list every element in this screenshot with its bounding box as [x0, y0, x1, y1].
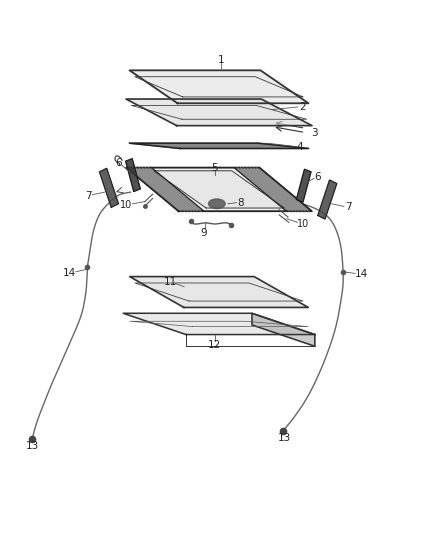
Polygon shape [318, 180, 337, 219]
Text: 12: 12 [208, 340, 221, 350]
Polygon shape [126, 167, 204, 211]
Text: 5: 5 [211, 163, 218, 173]
Text: 13: 13 [25, 441, 39, 451]
Text: 7: 7 [85, 191, 92, 201]
Text: 1: 1 [218, 55, 225, 65]
Polygon shape [126, 99, 312, 126]
Text: 9: 9 [201, 228, 207, 238]
Polygon shape [99, 168, 119, 207]
Text: 14: 14 [63, 269, 76, 278]
Polygon shape [130, 70, 308, 103]
Text: 11: 11 [163, 278, 177, 287]
Polygon shape [129, 143, 309, 149]
Ellipse shape [208, 199, 225, 208]
Polygon shape [123, 313, 315, 335]
Text: 10: 10 [120, 200, 133, 210]
Polygon shape [234, 167, 312, 211]
Text: 8: 8 [237, 198, 244, 208]
Polygon shape [297, 169, 311, 202]
Polygon shape [252, 313, 315, 346]
Polygon shape [126, 167, 312, 211]
Text: 13: 13 [278, 433, 291, 443]
Text: 7: 7 [345, 203, 352, 213]
Text: 3: 3 [311, 127, 318, 138]
Text: 2: 2 [300, 102, 306, 112]
Text: 10: 10 [297, 219, 309, 229]
Polygon shape [126, 159, 140, 191]
Polygon shape [154, 171, 284, 208]
Polygon shape [130, 277, 308, 308]
Text: 4: 4 [296, 142, 303, 152]
Text: 14: 14 [355, 270, 368, 279]
Text: 6: 6 [115, 158, 122, 168]
Text: 6: 6 [314, 172, 321, 182]
